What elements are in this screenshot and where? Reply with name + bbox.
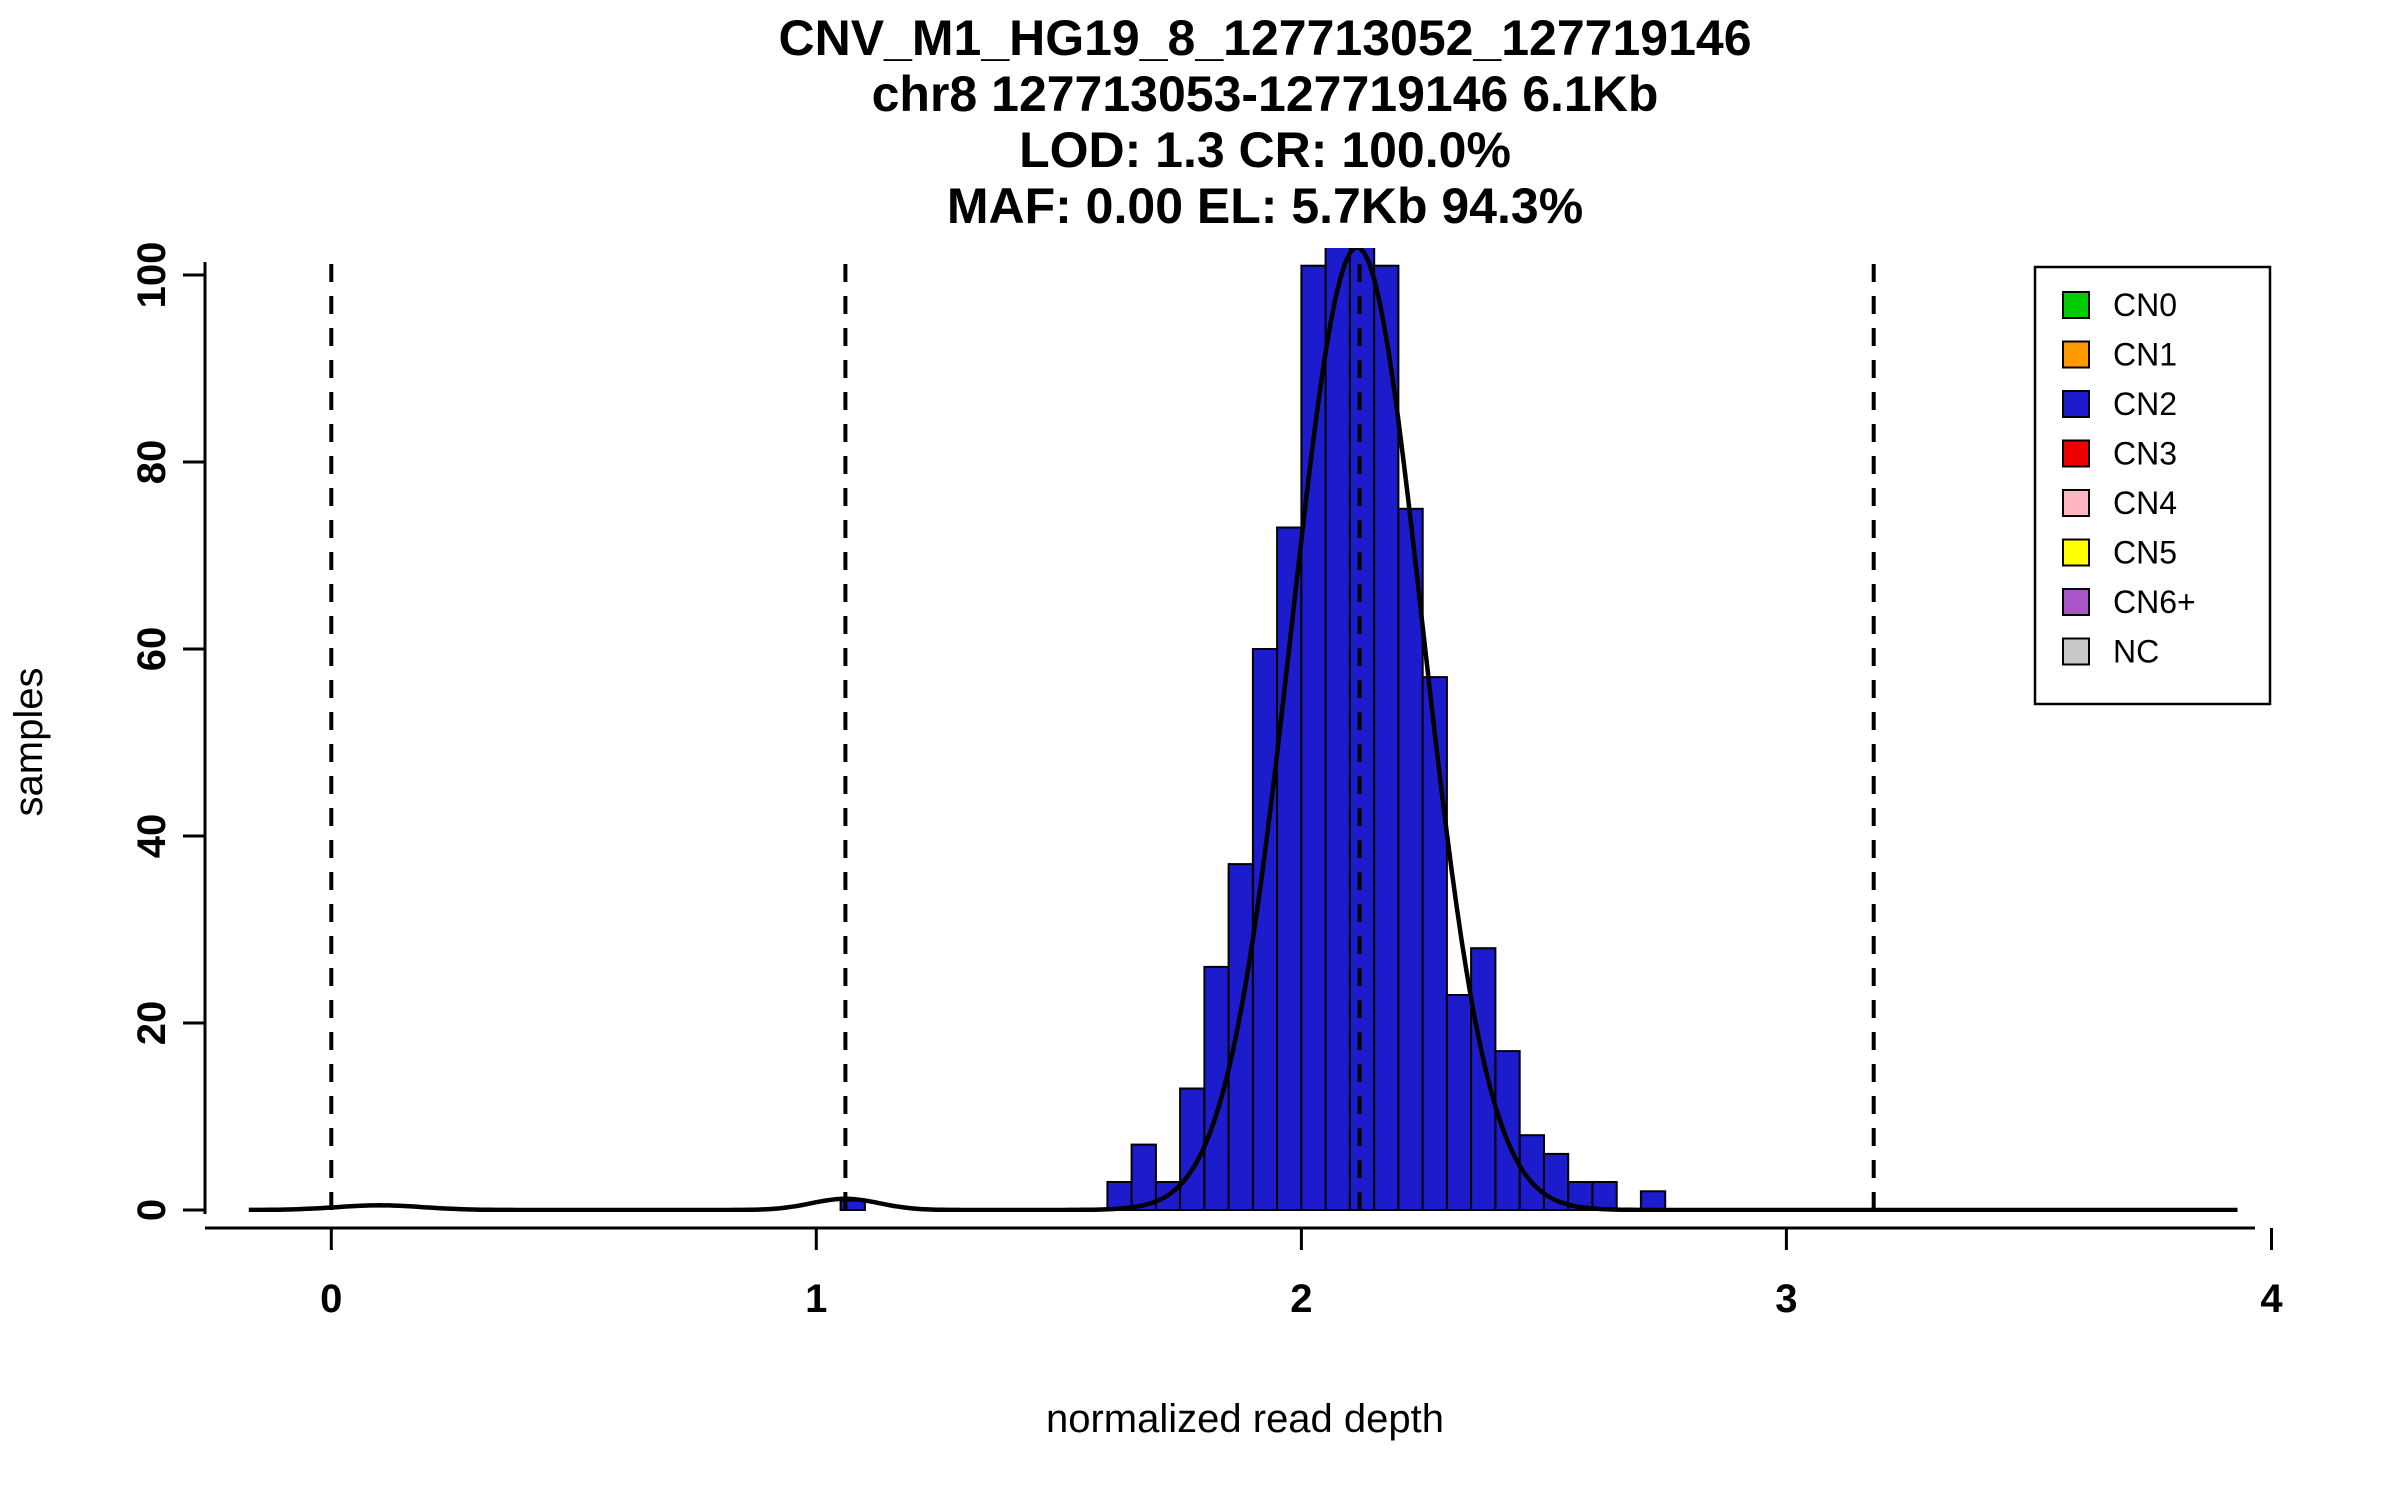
histogram-bar — [1470, 947, 1497, 1211]
legend-swatch — [2062, 439, 2090, 468]
legend-item-cn1: CN1 — [2062, 337, 2177, 373]
density-curve — [248, 248, 2238, 1212]
histogram-bar — [1227, 863, 1254, 1211]
histogram-bar — [1324, 248, 1351, 1211]
x-axis-label: normalized read depth — [1046, 1397, 1444, 1441]
histogram-bar — [1300, 264, 1327, 1211]
legend-swatch — [2062, 489, 2090, 517]
y-tick-label: 20 — [130, 1001, 174, 1046]
cn-boundary-lines — [329, 262, 1876, 1210]
y-tick-label: 0 — [130, 1199, 174, 1221]
y-axis-label: samples — [7, 668, 51, 817]
legend-item-label: CN6+ — [2113, 584, 2196, 620]
legend-swatch — [2062, 390, 2090, 418]
legend-item-cn3: CN3 — [2062, 436, 2177, 472]
x-tick-label: 2 — [1290, 1277, 1312, 1321]
histogram-bar — [1421, 676, 1448, 1211]
legend-swatch — [2062, 588, 2090, 616]
legend-item-cn0: CN0 — [2062, 287, 2177, 323]
legend-item-cn5: CN5 — [2062, 535, 2177, 571]
histogram-bar — [1373, 264, 1400, 1211]
y-tick-label: 100 — [130, 242, 174, 309]
legend-item-label: CN3 — [2113, 436, 2177, 472]
y-tick-label: 60 — [130, 627, 174, 672]
legend-swatch — [2062, 538, 2090, 567]
histogram-bar — [1542, 1152, 1570, 1212]
y-tick-label: 80 — [130, 440, 174, 485]
legend-item-nc: NC — [2062, 634, 2159, 670]
legend-item-label: CN2 — [2113, 386, 2177, 422]
histogram-bar — [1348, 248, 1376, 1211]
y-tick-label: 40 — [130, 814, 174, 859]
density-curve-group — [248, 248, 2238, 1212]
legend-item-cn4: CN4 — [2062, 485, 2177, 521]
legend-swatch — [2062, 291, 2090, 319]
title-line-2: chr8 127713053-127719146 6.1Kb — [872, 66, 1659, 122]
legend: CN0 CN1 CN2 CN3 CN4 CN5 CN6+ NC — [2033, 265, 2272, 706]
chart-title: CNV_M1_HG19_8_127713052_127719146 chr8 1… — [778, 10, 1751, 234]
histogram-bars — [839, 248, 1667, 1212]
title-line-4: MAF: 0.00 EL: 5.7Kb 94.3% — [947, 178, 1583, 234]
histogram-bar — [1591, 1181, 1618, 1211]
legend-item-label: CN1 — [2113, 337, 2177, 373]
legend-box — [2033, 265, 2272, 706]
legend-item-cn2: CN2 — [2062, 386, 2177, 422]
histogram-bar — [1494, 1050, 1521, 1211]
legend-item-label: CN0 — [2113, 287, 2177, 323]
legend-item-cn6plus: CN6+ — [2062, 584, 2196, 620]
legend-item-label: CN5 — [2113, 535, 2177, 571]
histogram-bar — [1251, 648, 1279, 1211]
title-line-1: CNV_M1_HG19_8_127713052_127719146 — [778, 10, 1751, 66]
x-tick-label: 4 — [2260, 1277, 2283, 1321]
histogram-bar — [1445, 994, 1473, 1211]
legend-swatch — [2062, 637, 2090, 666]
legend-item-label: NC — [2113, 634, 2159, 670]
x-tick-label: 1 — [805, 1277, 827, 1321]
histogram-bar — [1639, 1190, 1667, 1212]
x-tick-label: 0 — [320, 1277, 342, 1321]
histogram-bar — [1130, 1143, 1157, 1211]
x-tick-label: 3 — [1775, 1277, 1797, 1321]
title-line-3: LOD: 1.3 CR: 100.0% — [1019, 122, 1511, 178]
legend-item-label: CN4 — [2113, 485, 2177, 521]
legend-swatch — [2062, 340, 2090, 369]
